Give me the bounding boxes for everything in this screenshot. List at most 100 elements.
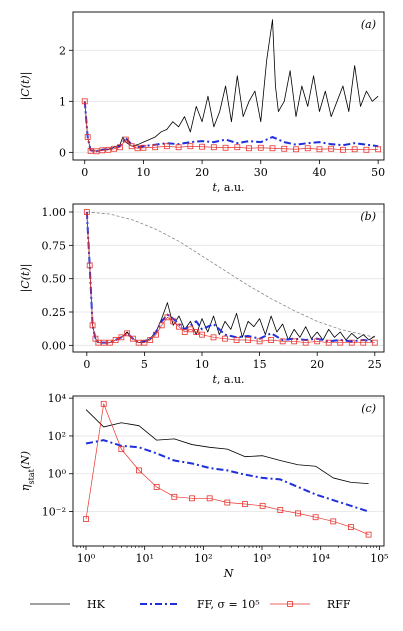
- data-point-rff: [257, 144, 264, 151]
- x-tick-label: 10⁰: [77, 552, 96, 565]
- data-point-rff: [122, 136, 129, 143]
- data-point-rff: [277, 507, 284, 513]
- data-point-rff: [371, 339, 378, 346]
- data-point-rff: [181, 329, 188, 335]
- data-point-rff: [171, 493, 178, 500]
- data-point-rff: [84, 134, 91, 140]
- x-tick-label: 15: [253, 358, 267, 371]
- y-tick-label: 0.50: [42, 273, 67, 286]
- data-point-rff: [141, 339, 148, 346]
- data-point-rff: [222, 335, 228, 342]
- y-tick-label: 0: [59, 146, 66, 159]
- data-point-rff: [129, 335, 136, 342]
- x-tick-label: 0: [83, 358, 90, 371]
- data-point-rff: [340, 146, 346, 153]
- data-point-rff: [101, 339, 107, 346]
- data-point-rff: [206, 495, 213, 502]
- data-point-rff: [337, 339, 344, 346]
- data-point-rff: [330, 518, 337, 525]
- y-axis-label: |C(t)|: [19, 264, 33, 293]
- data-point-rff: [158, 322, 165, 329]
- data-point-rff: [86, 262, 93, 269]
- data-point-rff: [89, 322, 96, 329]
- data-point-rff: [153, 331, 159, 338]
- data-point-rff: [304, 145, 311, 152]
- data-point-rff: [112, 337, 119, 343]
- y-tick-label: 10⁰: [48, 468, 67, 481]
- data-point-rff: [136, 467, 142, 474]
- data-point-rff: [118, 446, 125, 453]
- data-point-rff: [187, 326, 194, 333]
- data-point-rff: [246, 145, 252, 152]
- x-tick-label: 10²: [194, 552, 212, 565]
- x-tick-label: 30: [254, 166, 268, 179]
- data-point-rff: [259, 502, 266, 509]
- chart-panel-1: 0 10 20 30 40 50 0 1 2 (a) t, a.u. |C(t)|: [19, 11, 385, 194]
- legend-label: FF, σ = 10⁵: [197, 598, 260, 611]
- data-point-rff: [93, 148, 100, 155]
- chart-panel-3: 10⁰ 10¹ 10² 10³ 10⁴ 10⁵ 10⁻² 10⁰ 10² 10⁴ (c) Nηstat…: [19, 392, 389, 580]
- data-point-rff: [268, 337, 275, 343]
- data-point-rff: [175, 144, 182, 151]
- panel-label: (c): [361, 402, 376, 415]
- x-tick-label: 10: [136, 166, 150, 179]
- y-axis-label: |C(t)|: [19, 72, 33, 101]
- data-point-rff: [269, 145, 276, 152]
- y-tick-label: 10⁴: [48, 392, 67, 405]
- x-tick-label: 40: [312, 166, 326, 179]
- series-line-rff: [85, 403, 369, 535]
- y-tick-label: 0.75: [42, 239, 67, 252]
- data-point-rff: [281, 145, 288, 152]
- legend-label: RFF: [327, 598, 351, 611]
- legend: HK FF, σ = 10⁵ RFF: [30, 598, 351, 611]
- data-point-rff: [325, 339, 332, 346]
- data-point-rff: [199, 331, 205, 338]
- y-tick-label: 0.25: [42, 306, 67, 319]
- data-point-rff: [234, 144, 241, 151]
- data-point-rff: [199, 143, 205, 150]
- legend-marker: [287, 601, 293, 607]
- data-point-rff: [233, 337, 240, 343]
- data-point-rff: [83, 209, 90, 215]
- data-point-rff: [295, 510, 301, 517]
- plot-frame: [72, 203, 385, 353]
- data-point-rff: [328, 145, 335, 152]
- x-tick-label: 50: [371, 166, 385, 179]
- data-point-rff: [152, 144, 159, 151]
- y-tick-label: 10⁻²: [42, 506, 66, 519]
- data-point-rff: [111, 145, 117, 152]
- x-tick-label: 0: [81, 166, 88, 179]
- data-point-rff: [360, 339, 367, 346]
- data-point-rff: [189, 495, 195, 502]
- data-point-rff: [140, 144, 147, 151]
- plot-frame: [72, 395, 385, 547]
- x-tick-label: 10³: [253, 552, 271, 565]
- y-tick-label: 2: [59, 44, 66, 57]
- x-axis-label: t, a.u.: [212, 373, 244, 386]
- data-point-rff: [256, 338, 263, 345]
- data-point-rff: [348, 339, 355, 346]
- y-tick-label: 10²: [48, 430, 66, 443]
- data-point-rff: [147, 337, 154, 343]
- data-point-rff: [124, 330, 131, 337]
- data-point-rff: [87, 147, 94, 154]
- data-point-rff: [100, 400, 107, 407]
- y-tick-label: 0.00: [42, 339, 67, 352]
- series-line-rff: [86, 211, 375, 344]
- data-point-rff: [106, 339, 113, 346]
- data-point-rff: [222, 144, 229, 151]
- data-point-rff: [348, 524, 354, 531]
- plot-frame: [72, 11, 385, 161]
- data-point-rff: [351, 146, 358, 153]
- series-group: [83, 209, 378, 346]
- y-axis-label: ηstat(N): [19, 451, 36, 491]
- data-point-rff: [375, 146, 382, 153]
- x-tick-label: 20: [195, 166, 209, 179]
- data-point-rff: [316, 146, 323, 153]
- series-line-hk: [85, 409, 369, 485]
- y-tick-label: 1.00: [42, 206, 67, 219]
- data-point-rff: [95, 339, 102, 346]
- data-point-rff: [312, 514, 319, 521]
- data-point-rff: [187, 143, 194, 150]
